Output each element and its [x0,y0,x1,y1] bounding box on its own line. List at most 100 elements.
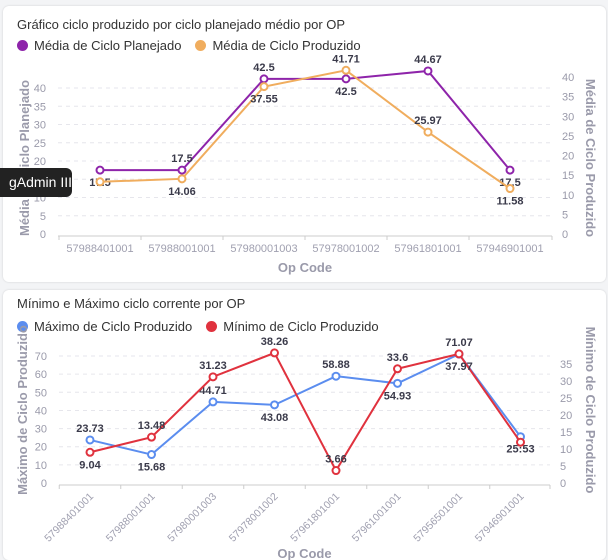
y2-tick-label: 5 [560,461,566,473]
data-point [423,127,433,137]
y2-tick-label: 25 [560,393,572,405]
data-point [177,174,187,184]
data-label: 17.5 [171,153,192,165]
data-label: 41.71 [332,53,360,65]
legend-label: Mínimo de Ciclo Produzido [223,319,379,334]
chart-2-plot: 0 10 20 30 40 50 60 70 0 5 10 15 20 25 30 35 57988401001… [15,325,598,560]
data-label: 33.6 [387,352,408,364]
y-tick-label: 5 [40,211,46,223]
data-label: 3.66 [325,454,346,466]
app-tooltip: gAdmin III [0,168,72,197]
x-tick-label: 57988401001 [66,243,133,255]
data-label: 14.06 [168,186,196,198]
x-tick-label: 57978001002 [312,243,379,255]
data-point [505,165,515,175]
chart-card-avg-cycle: Gráfico ciclo produzido por ciclo planej… [3,6,606,282]
x-tick-label: 57980001003 [230,243,297,255]
data-point [331,466,341,476]
data-point [147,450,156,460]
y2-tick-label: 10 [562,190,574,202]
y2-tick-label: 0 [562,229,568,241]
data-point [95,165,105,175]
y-tick-label: 30 [34,120,46,132]
legend: Máximo de Ciclo Produzido Mínimo de Cicl… [17,319,379,334]
y2-tick-label: 15 [560,427,572,439]
series-line-1 [89,352,522,456]
chart-card-min-max-cycle: Mínimo e Máximo ciclo corrente por OP Má… [3,290,606,560]
legend-item-planned[interactable]: Média de Ciclo Planejado [17,38,181,53]
legend-label: Máximo de Ciclo Produzido [34,319,193,334]
legend-dot-icon [17,321,28,332]
legend-dot-icon [17,40,28,51]
data-label: 13.48 [138,420,166,432]
data-point [177,165,187,175]
x-tick-label: 57980001003 [165,491,219,545]
y-tick-label: 50 [35,387,47,399]
data-label: 37.55 [250,94,278,106]
legend-label: Média de Ciclo Produzido [212,38,361,53]
y2-tick-label: 35 [562,92,574,104]
x-tick-label: 57988001001 [148,243,215,255]
data-point [85,435,95,445]
data-point [270,400,279,410]
y-axis-title: Média de Ciclo Planejado [17,80,32,236]
legend-dot-icon [206,321,218,332]
chart-1-plot: 0510152025303540051015202530354057988401… [17,53,598,275]
chart-title: Mínimo e Máximo ciclo corrente por OP [17,296,246,311]
legend: Média de Ciclo Planejado Média de Ciclo … [17,38,361,53]
data-point [85,447,95,457]
series-line-1 [100,69,511,172]
legend-dot-icon [195,40,207,51]
chart-title: Gráfico ciclo produzido por ciclo planej… [17,17,346,32]
data-point [393,364,402,374]
x-tick-label: 57946901001 [476,243,543,255]
y-tick-label: 0 [41,478,47,490]
data-label: 42.5 [335,86,356,98]
y-tick-label: 20 [34,156,46,168]
y-tick-label: 10 [35,460,47,472]
y-tick-label: 40 [35,405,47,417]
data-label: 23.73 [76,423,104,435]
data-label: 43.08 [261,412,289,424]
data-point [423,66,433,76]
legend-item-max[interactable]: Máximo de Ciclo Produzido [17,319,192,334]
x-tick-label: 57988401001 [42,491,96,545]
y2-tick-label: 15 [562,170,574,182]
legend-item-produced[interactable]: Média de Ciclo Produzido [195,38,361,53]
data-point [341,65,351,75]
y-tick-label: 40 [34,83,46,95]
series-line-2 [99,69,511,190]
data-point [516,437,525,447]
y-axis-title: Máximo de Ciclo Produzido [15,325,30,495]
data-point [147,432,156,442]
data-label: 38.26 [261,336,289,348]
data-label: 58.88 [322,359,350,371]
y2-tick-label: 25 [562,131,574,143]
y-tick-label: 25 [34,138,46,150]
data-point [208,397,218,407]
data-label: 15.68 [138,462,166,474]
data-point [341,74,351,84]
y-tick-label: 60 [35,369,47,381]
y2-tick-label: 20 [560,410,572,422]
data-point [208,372,218,382]
y2-tick-label: 30 [562,111,574,123]
data-point [454,349,464,359]
data-label: 17.5 [499,177,520,189]
x-axis-title: Op Code [277,546,331,560]
x-tick-label: 57961801001 [288,491,342,545]
x-tick-label: 57956501001 [411,491,465,545]
x-tick-label: 57988001001 [104,491,158,545]
y2-tick-label: 0 [560,478,566,490]
data-label: 31.23 [199,360,227,372]
y-tick-label: 20 [35,442,47,454]
data-label: 11.58 [497,196,524,208]
data-point [393,378,402,388]
y2-axis-title: Média de Ciclo Produzido [583,79,598,237]
y2-tick-label: 35 [560,359,572,371]
y2-tick-label: 30 [560,376,572,388]
y-tick-label: 0 [40,229,46,241]
x-tick-label: 57946901001 [473,491,527,545]
legend-item-min[interactable]: Mínimo de Ciclo Produzido [206,319,379,334]
data-label: 71.07 [445,337,473,349]
